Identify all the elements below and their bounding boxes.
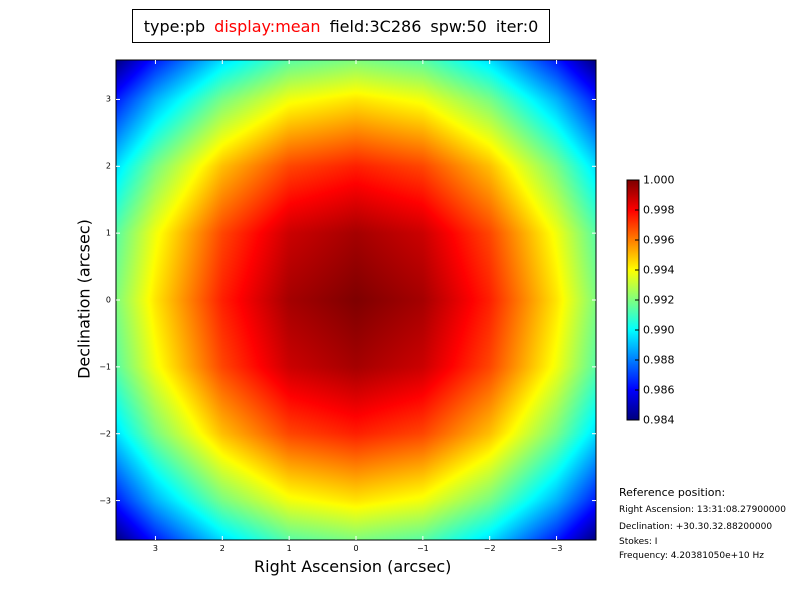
title-spw: spw:50 [430, 16, 487, 36]
colorbar-tick-label: 0.990 [643, 323, 675, 337]
x-tick-label: −2 [483, 544, 496, 553]
reference-ra: Right Ascension: 13:31:08.27900000 [619, 505, 786, 515]
x-tick-label: 3 [152, 544, 158, 553]
colorbar-tick-label: 1.000 [643, 173, 675, 187]
x-tick-label: −3 [550, 544, 563, 553]
title-field: field:3C286 [329, 16, 422, 36]
reference-frequency: Frequency: 4.20381050e+10 Hz [619, 551, 765, 561]
colorbar-tick-label: 0.996 [643, 233, 675, 247]
colorbar-tick-label: 0.984 [643, 413, 675, 427]
reference-heading: Reference position: [619, 486, 726, 499]
x-axis-label: Right Ascension (arcsec) [254, 557, 452, 576]
reference-dec: Declination: +30.30.32.88200000 [619, 522, 773, 532]
title-box: type:pb display:mean field:3C286 spw:50 … [132, 9, 550, 43]
y-tick-label: 0 [105, 295, 111, 305]
y-tick-label: −2 [99, 429, 111, 439]
y-tick-label: −3 [99, 496, 111, 506]
y-tick-label: −1 [99, 362, 111, 372]
colorbar-tick-label: 0.994 [643, 263, 675, 277]
heatmap-image [116, 60, 596, 540]
y-tick-label: 3 [105, 94, 111, 104]
colorbar-tick-label: 0.986 [643, 383, 675, 397]
reference-stokes: Stokes: I [619, 537, 658, 547]
colorbar-tick-label: 0.998 [643, 203, 675, 217]
x-tick-label: 2 [219, 544, 225, 553]
y-axis-label: Declination (arcsec) [74, 219, 94, 379]
colorbar-tick-label: 0.992 [643, 293, 675, 307]
x-tick-label: −1 [416, 544, 429, 553]
title-type: type:pb [143, 16, 206, 36]
colorbar-tick-label: 0.988 [643, 353, 675, 367]
title-display: display:mean [214, 16, 321, 36]
y-tick-label: 2 [105, 161, 111, 171]
title-iter: iter:0 [495, 16, 539, 36]
plot-frame [115, 59, 597, 541]
x-tick-label: 1 [286, 544, 292, 553]
x-tick-label: 0 [353, 544, 359, 553]
y-tick-label: 1 [105, 228, 111, 238]
